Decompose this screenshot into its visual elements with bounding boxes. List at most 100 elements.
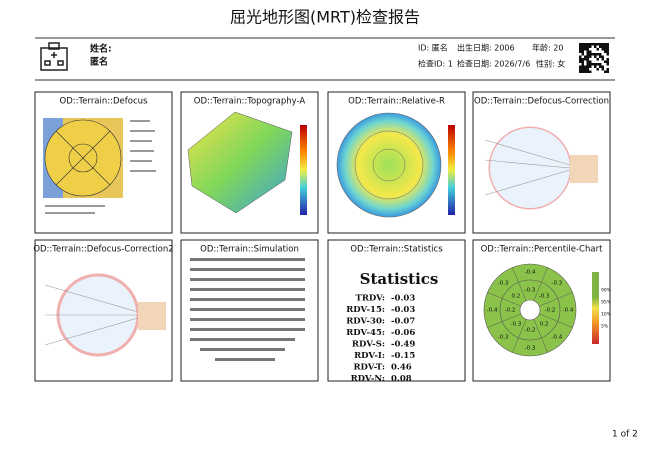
sector-label: 0.2 [511,293,520,299]
qr-cell [604,45,607,48]
sector-label: -0.3 [525,346,536,352]
qr-cell [589,60,592,63]
qr-cell [604,60,607,63]
qr-cell [604,50,607,53]
simulation-text [190,258,305,361]
qr-cell [584,68,587,71]
qr-cell [586,53,589,56]
sector-label: -0.4 [563,308,574,314]
qr-cell [586,70,589,73]
stat-value: -0.15 [391,351,415,361]
panel-title: OD::Terrain::Defocus [60,97,148,107]
qr-cell [596,68,599,71]
qr-cell [599,65,602,68]
qr-cell [589,63,592,66]
sex: 性别: 女 [536,59,565,69]
sector-line [512,267,527,301]
stat-label: RDV-T: [353,363,385,373]
qr-cell [586,63,589,66]
sector-label: -0.4 [525,270,536,276]
sector-line [512,319,527,353]
qr-cell [601,43,604,46]
qr-cell [594,45,597,48]
qr-cell [606,70,609,73]
qr-cell [594,43,597,46]
qr-cell [589,50,592,53]
qr-cell [601,58,604,61]
qr-cell [586,68,589,71]
scale-label: 5% [601,324,609,330]
qr-cell [579,70,582,73]
qr-cell [594,65,597,68]
stat-label: RDV-45: [346,328,385,338]
qr-cell [581,68,584,71]
birth: 出生日期: 2006 [457,43,515,53]
qr-cell [584,55,587,58]
qr-cell [606,48,609,51]
qr-cell [581,45,584,48]
qr-cell [586,43,589,46]
panel-frame [34,239,173,382]
qr-cell [594,55,597,58]
qr-cell [589,45,592,48]
qr-cell [579,55,582,58]
qr-cell [606,43,609,46]
stat-label: RDV-N: [351,374,385,384]
panel-frame [180,239,319,382]
qr-cell [586,45,589,48]
qr-cell [581,63,584,66]
qr-cell [601,68,604,71]
qr-cell [589,53,592,56]
qr-cell [579,50,582,53]
qr-cell [599,43,602,46]
qr-cell [594,53,597,56]
qr-cell [601,55,604,58]
qr-cell [601,65,604,68]
sector-label: -0.3 [498,281,509,287]
qr-cell [581,50,584,53]
sector-label: -0.3 [525,288,536,294]
qr-cell [581,53,584,56]
panel-frame [180,91,319,234]
qr-cell [589,43,592,46]
percentile-chart: -0.4-0.3-0.4-0.4-0.3-0.3-0.4-0.3-0.3-0.3… [483,263,612,357]
sector-line [533,267,548,301]
panel-title: OD::Terrain::Statistics [350,245,443,255]
stat-label: RDV-15: [346,305,385,315]
panel-frame [34,91,173,234]
qr-cell [581,43,584,46]
exam-id: 检查ID: 1 [418,59,453,69]
qr-cell [581,58,584,61]
defocus-map [43,118,156,214]
stat-value: -0.49 [391,340,415,350]
qr-cell [579,65,582,68]
stat-value: -0.03 [391,294,415,304]
qr-cell [599,45,602,48]
panel-title: OD::Terrain::Relative-R [348,97,445,107]
stat-label: RDV-S: [352,340,385,350]
report-title: 屈光地形图(MRT)检查报告 [230,8,420,27]
qr-cell [584,65,587,68]
stat-value: -0.07 [391,317,415,327]
exam-date: 检查日期: 2026/7/6 [457,59,530,69]
sector-label: -0.2 [505,308,516,314]
panel-title: OD::Terrain::Defocus-Correction [474,97,609,107]
qr-cell [596,53,599,56]
panel-frame [327,91,466,234]
topography-3d [187,111,307,215]
qr-cell [584,58,587,61]
panel-frame [327,239,466,382]
qr-cell [591,43,594,46]
qr-cell [599,53,602,56]
qr-cell [586,55,589,58]
sector-line [487,292,521,307]
sector-label: -0.3 [498,334,509,340]
qr-code [579,43,609,73]
qr-cell [596,63,599,66]
sector-line [487,313,521,328]
sector-label: -0.2 [525,328,536,334]
panel-title: OD::Terrain::Defocus-Correction2 [33,245,173,255]
sector-label: -0.2 [545,308,556,314]
